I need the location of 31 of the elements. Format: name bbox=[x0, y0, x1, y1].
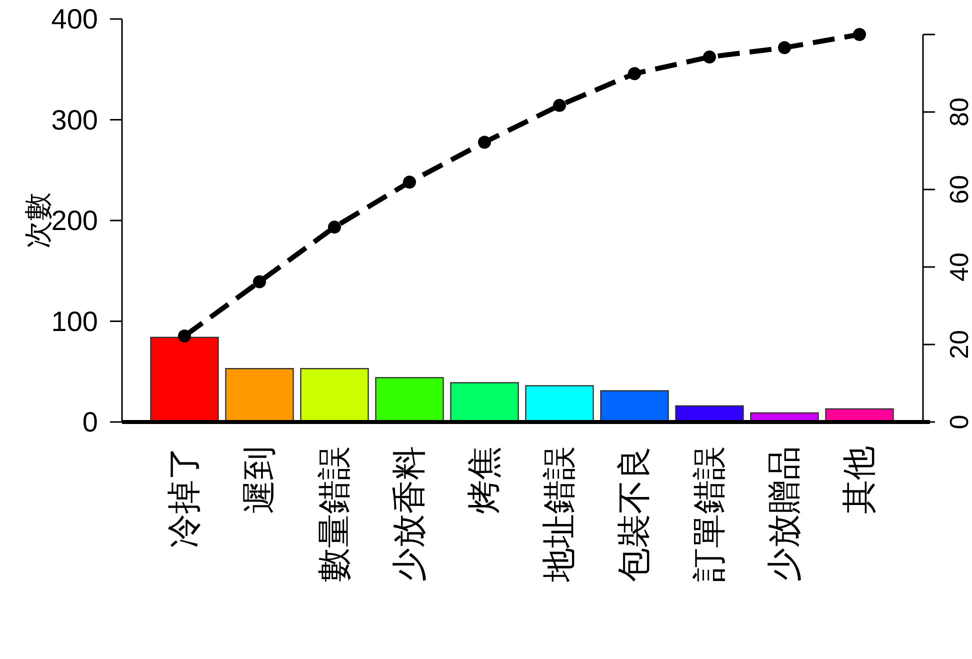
point bbox=[253, 275, 266, 288]
x-tick-label: 包裝不良 bbox=[616, 446, 654, 582]
y-tick-label: 300 bbox=[51, 104, 98, 136]
y-axis-title: 次數 bbox=[22, 192, 54, 248]
y2-tick-label: 80 bbox=[944, 98, 972, 126]
y2-tick-label: 60 bbox=[944, 175, 972, 204]
x-tick-label: 冷掉了 bbox=[166, 446, 204, 548]
point bbox=[853, 28, 866, 41]
y2-tick-label: 0 bbox=[944, 414, 972, 430]
x-tick-label: 訂單錯誤 bbox=[690, 446, 728, 582]
point bbox=[403, 176, 416, 189]
y2-tick-label: 40 bbox=[944, 252, 972, 282]
x-tick-label: 其他 bbox=[840, 446, 878, 514]
point bbox=[553, 98, 566, 112]
point bbox=[478, 136, 491, 149]
y-tick-label: 400 bbox=[51, 4, 98, 34]
y2-tick-label: 20 bbox=[944, 330, 972, 359]
x-tick-label: 少放贈品 bbox=[766, 446, 804, 582]
x-tick-label: 遲到 bbox=[240, 446, 278, 514]
x-tick-label: 數量錯誤 bbox=[316, 446, 354, 582]
x-tick-label: 少放香料 bbox=[390, 446, 428, 582]
x-tick-label: 地址錯誤 bbox=[540, 446, 578, 583]
point bbox=[328, 220, 341, 234]
x-tick-label: 烤焦 bbox=[466, 446, 504, 514]
y-tick-label: 200 bbox=[51, 205, 98, 236]
point bbox=[778, 41, 791, 54]
point bbox=[178, 329, 191, 342]
point bbox=[628, 67, 641, 80]
point bbox=[703, 50, 716, 64]
y-tick-label: 100 bbox=[51, 306, 98, 337]
y-tick-label: 0 bbox=[82, 406, 98, 438]
